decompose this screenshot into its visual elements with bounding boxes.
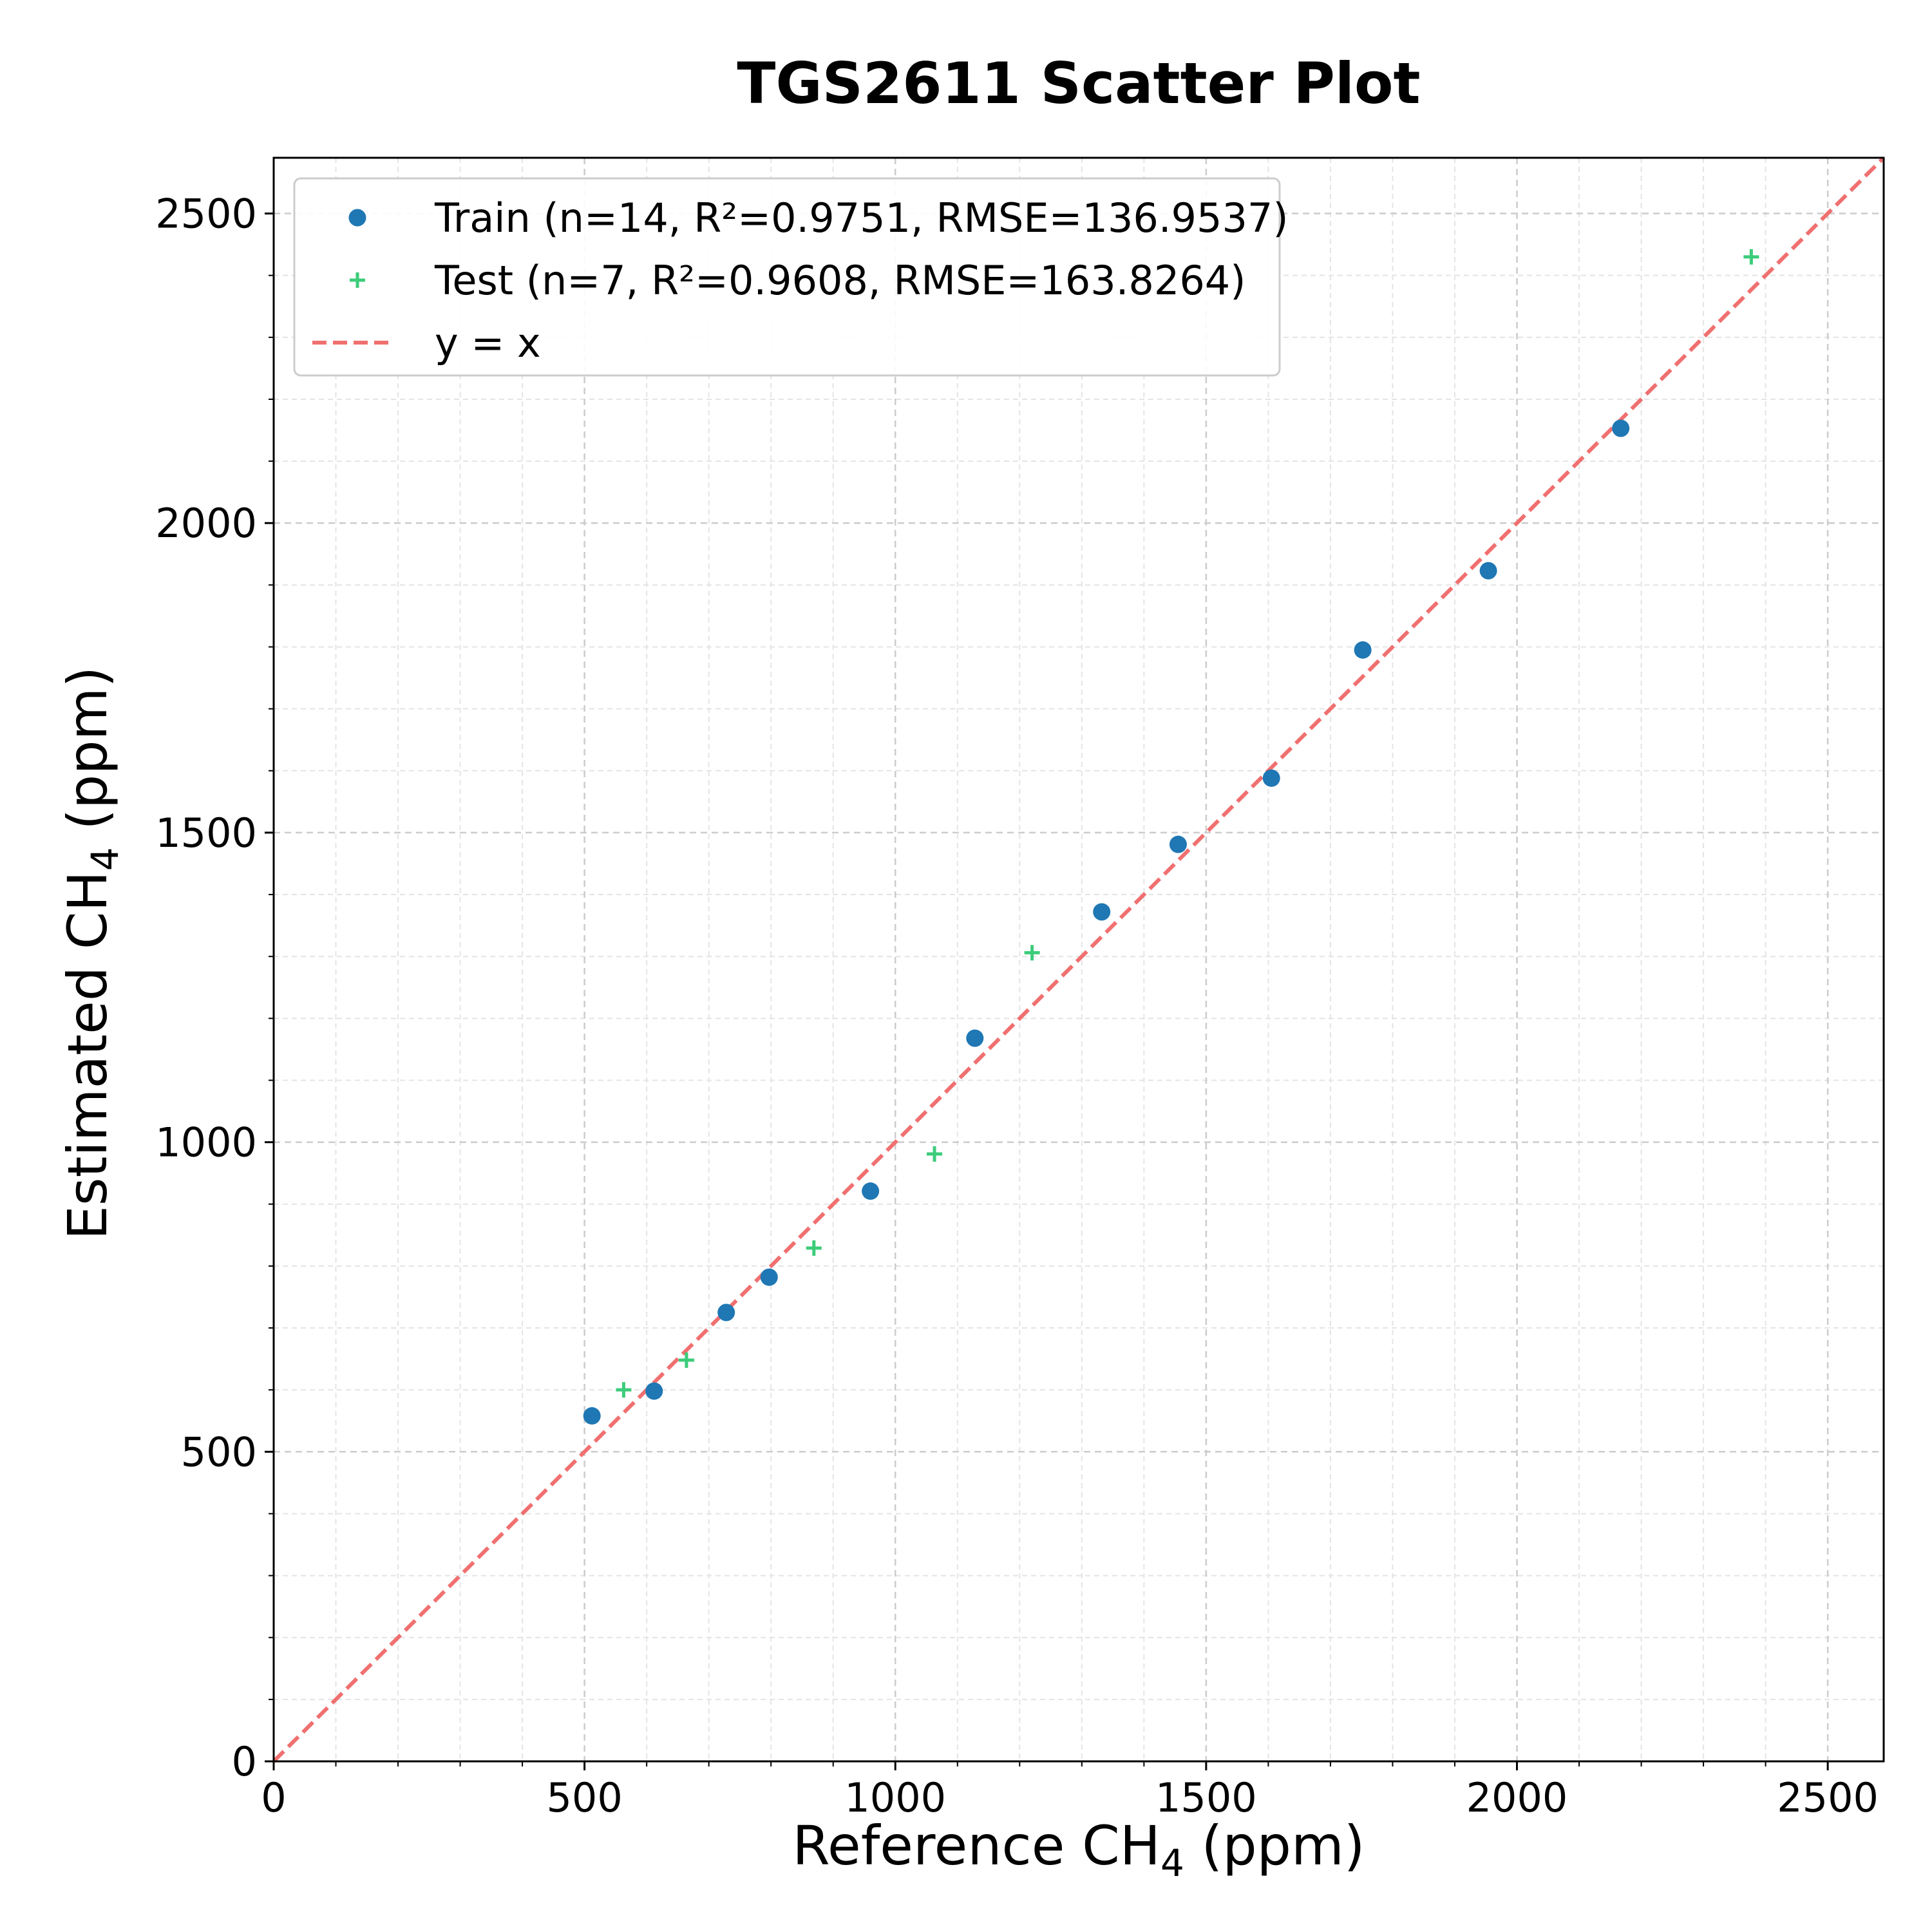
x-tick-label: 2500	[1777, 1774, 1879, 1821]
y-tick-label: 0	[232, 1738, 257, 1785]
y-axis-label-subscript: 4	[83, 847, 127, 871]
y-tick-label: 2500	[155, 191, 257, 238]
axis-ticks: 0 500 1000 1500 2000 2500 0 500 1000 1500 2000 2500	[155, 191, 1879, 1821]
x-tick-label: 0	[261, 1774, 286, 1821]
y-axis-label-unit: (ppm)	[56, 667, 119, 848]
y-tick-label: 1500	[155, 810, 257, 857]
y-axis-label: Estimated CH4 (ppm)	[56, 667, 127, 1240]
x-tick-label: 2000	[1466, 1774, 1568, 1821]
major-grid	[274, 158, 1884, 1761]
y-axis-label-main: Estimated CH	[56, 871, 119, 1240]
train-point	[1612, 419, 1630, 437]
legend-reference-label: y = x	[435, 319, 541, 366]
minor-grid	[274, 158, 1884, 1761]
test-point	[616, 1382, 632, 1398]
y-tick-label: 2000	[155, 500, 257, 547]
train-point	[966, 1029, 984, 1047]
train-point	[1169, 835, 1187, 853]
train-point	[717, 1303, 735, 1321]
legend-box	[293, 177, 1281, 377]
train-point	[1354, 641, 1372, 659]
chart-title: TGS2611 Scatter Plot	[737, 50, 1420, 117]
legend: Train (n=14, R²=0.9751, RMSE=136.9537) Te…	[293, 177, 1289, 377]
plot-area	[272, 156, 1886, 1763]
y-tick-label: 1000	[155, 1119, 257, 1166]
test-point	[927, 1146, 943, 1162]
legend-train-label: Train (n=14, R²=0.9751, RMSE=136.9537)	[434, 194, 1289, 242]
test-point	[678, 1352, 694, 1368]
reference-line-y-equals-x	[272, 156, 1886, 1763]
x-axis-label: Reference CH4 (ppm)	[792, 1814, 1365, 1885]
train-point	[645, 1382, 663, 1400]
test-point	[1024, 945, 1040, 961]
test-point	[1743, 249, 1759, 265]
test-point	[806, 1240, 822, 1256]
legend-test-label: Test (n=7, R²=0.9608, RMSE=163.8264)	[434, 257, 1245, 304]
train-point	[1479, 562, 1497, 580]
train-point	[760, 1268, 778, 1286]
x-tick-label: 1500	[1155, 1774, 1257, 1821]
plot-frame	[272, 156, 1885, 1763]
x-tick-label: 1000	[844, 1774, 946, 1821]
x-tick-label: 500	[546, 1774, 622, 1821]
train-point	[862, 1182, 880, 1200]
train-point	[583, 1407, 601, 1425]
x-axis-label-main: Reference CH	[792, 1814, 1160, 1877]
legend-test-marker	[350, 272, 365, 288]
legend-train-marker	[348, 209, 366, 227]
train-point	[1093, 903, 1111, 921]
x-axis-label-unit: (ppm)	[1184, 1814, 1365, 1877]
y-tick-label: 500	[181, 1428, 257, 1475]
train-point	[1262, 769, 1280, 787]
x-axis-label-subscript: 4	[1160, 1841, 1184, 1885]
